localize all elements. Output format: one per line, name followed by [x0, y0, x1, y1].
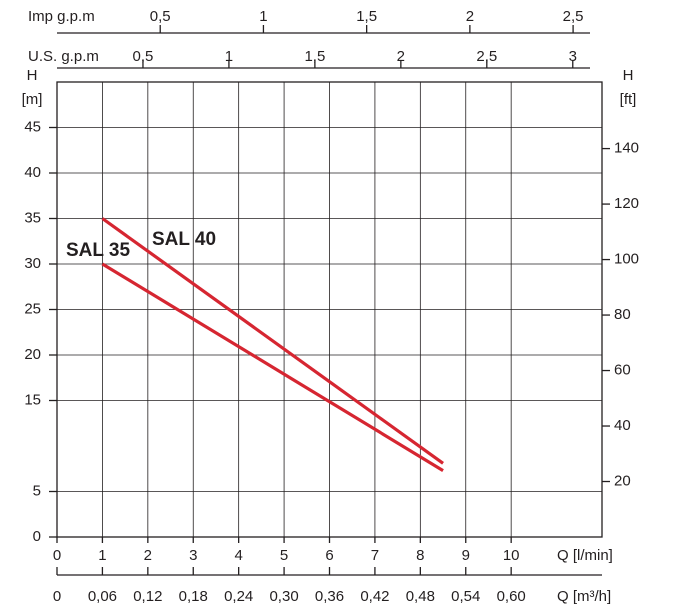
- secondary-tick-label: 1,5: [356, 8, 377, 25]
- x-tick-label: 8: [416, 547, 424, 564]
- x-tick-label: 9: [462, 547, 470, 564]
- y2-axis-label: H: [623, 67, 634, 84]
- secondary-tick-label: 0,36: [315, 588, 344, 605]
- secondary-tick-label: 0,5: [133, 48, 154, 65]
- series-line: [101, 262, 444, 472]
- secondary-tick-label: 0,60: [497, 588, 526, 605]
- x-tick-label: 10: [503, 547, 520, 564]
- series-label: SAL 35: [66, 240, 131, 261]
- y-axis-unit: [m]: [22, 91, 43, 108]
- y2-tick-label: 140: [614, 140, 639, 157]
- secondary-tick-label: 2: [466, 8, 474, 25]
- x-tick-label: 0: [53, 547, 61, 564]
- secondary-axis-label: U.S. g.p.m: [28, 48, 99, 65]
- y-tick-label: 35: [24, 209, 41, 226]
- secondary-tick-label: 0,18: [179, 588, 208, 605]
- secondary-tick-label: 0,5: [150, 8, 171, 25]
- x-axis-label: Q [l/min]: [557, 547, 613, 564]
- x-tick-label: 1: [98, 547, 106, 564]
- secondary-tick-label: 2,5: [476, 48, 497, 65]
- secondary-tick-label: 3: [569, 48, 577, 65]
- x-tick-label: 5: [280, 547, 288, 564]
- y2-axis-unit: [ft]: [620, 91, 637, 108]
- x-tick-label: 3: [189, 547, 197, 564]
- secondary-tick-label: 0,42: [360, 588, 389, 605]
- secondary-tick-label: 1: [225, 48, 233, 65]
- y-tick-label: 0: [33, 528, 41, 545]
- y2-tick-label: 100: [614, 251, 639, 268]
- x-tick-label: 6: [325, 547, 333, 564]
- secondary-tick-label: 0,30: [269, 588, 298, 605]
- x-tick-label: 4: [234, 547, 242, 564]
- secondary-tick-label: 0,48: [406, 588, 435, 605]
- secondary-tick-label: 0,54: [451, 588, 480, 605]
- y-tick-label: 45: [24, 118, 41, 135]
- secondary-tick-label: 0,06: [88, 588, 117, 605]
- y-tick-label: 30: [24, 255, 41, 272]
- x-tick-label: 2: [144, 547, 152, 564]
- secondary-axis-label: Imp g.p.m: [28, 8, 95, 25]
- y2-tick-label: 80: [614, 306, 631, 323]
- secondary-tick-label: 0,24: [224, 588, 253, 605]
- y2-tick-label: 40: [614, 417, 631, 434]
- y-axis-label: H: [27, 67, 38, 84]
- x-tick-label: 7: [371, 547, 379, 564]
- y2-tick-label: 120: [614, 195, 639, 212]
- secondary-tick-label: 0: [53, 588, 61, 605]
- secondary-tick-label: 2: [397, 48, 405, 65]
- series-label: SAL 40: [152, 229, 216, 250]
- secondary-tick-label: 1: [259, 8, 267, 25]
- y-tick-label: 5: [33, 482, 41, 499]
- y-tick-label: 20: [24, 346, 41, 363]
- secondary-tick-label: 0,12: [133, 588, 162, 605]
- secondary-tick-label: 2,5: [563, 8, 584, 25]
- y-tick-label: 40: [24, 164, 41, 181]
- y-tick-label: 15: [24, 391, 41, 408]
- y-tick-label: 25: [24, 300, 41, 317]
- secondary-axis-label: Q [m³/h]: [557, 588, 611, 605]
- y2-tick-label: 60: [614, 362, 631, 379]
- secondary-tick-label: 1,5: [304, 48, 325, 65]
- y2-tick-label: 20: [614, 472, 631, 489]
- series-line: [101, 217, 444, 465]
